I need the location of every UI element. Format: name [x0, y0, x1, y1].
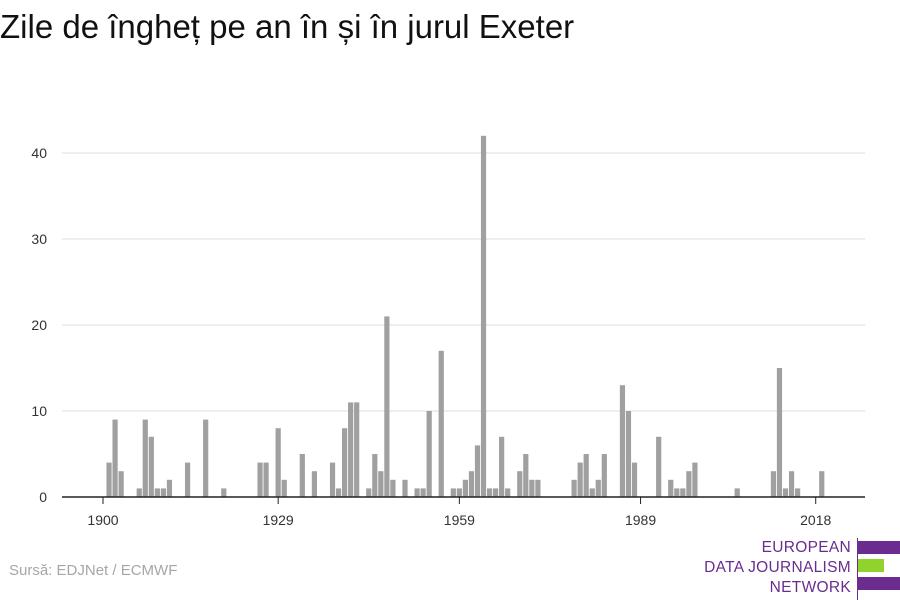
bar — [625, 411, 632, 497]
bar — [589, 488, 595, 497]
logo-line-2: DATA JOURNALISM — [704, 559, 851, 576]
bar — [571, 479, 577, 497]
bar — [450, 488, 456, 497]
y-tick-label: 30 — [31, 231, 47, 247]
bar — [770, 471, 777, 497]
bar — [184, 462, 191, 497]
bar — [402, 479, 408, 497]
bar — [275, 428, 281, 497]
x-tick-label: 1929 — [263, 512, 294, 528]
bar — [782, 488, 789, 497]
bar — [221, 488, 227, 497]
bar — [257, 462, 263, 497]
bar — [112, 419, 118, 497]
bar — [505, 488, 511, 497]
source-note: Sursă: EDJNet / ECMWF — [9, 562, 178, 579]
bar — [148, 436, 154, 497]
bar — [203, 419, 209, 497]
bar — [535, 479, 541, 497]
x-axis — [62, 496, 865, 504]
x-tick-label: 1959 — [444, 512, 475, 528]
bar — [414, 488, 420, 497]
bar — [668, 479, 674, 497]
bar — [426, 411, 432, 497]
bar — [299, 454, 305, 497]
bar — [601, 454, 607, 497]
bar — [420, 488, 426, 497]
bar — [456, 488, 462, 497]
bar — [776, 368, 783, 497]
gridlines — [62, 152, 865, 412]
bar — [517, 471, 523, 497]
bar — [160, 488, 166, 497]
bar — [166, 479, 173, 497]
bar — [311, 471, 317, 497]
bars — [106, 135, 825, 498]
bar — [474, 445, 481, 497]
x-tick-label: 2018 — [800, 512, 831, 528]
bar — [686, 471, 692, 497]
bar — [819, 471, 825, 497]
logo-bar-bottom — [858, 577, 900, 590]
bar — [692, 462, 698, 497]
bar — [136, 488, 142, 497]
bar — [499, 436, 505, 497]
bar — [486, 488, 493, 497]
edjnet-logo: EUROPEAN DATA JOURNALISM NETWORK — [700, 538, 900, 600]
x-tick-label: 1900 — [87, 512, 118, 528]
bar — [529, 479, 535, 497]
bar — [281, 479, 287, 497]
bar — [106, 462, 112, 497]
logo-line-3: NETWORK — [769, 579, 851, 596]
bar — [154, 488, 160, 497]
bar — [378, 471, 384, 497]
bar — [619, 385, 626, 497]
y-axis-tick-labels: 0 10 20 30 40 — [31, 145, 47, 505]
bar — [438, 350, 444, 497]
bar — [788, 471, 795, 497]
bar — [656, 436, 662, 497]
bar — [384, 316, 390, 497]
bar — [342, 428, 348, 497]
y-tick-label: 0 — [39, 489, 47, 505]
chart-title: Zile de îngheț pe an în și în jurul Exet… — [0, 8, 575, 45]
y-tick-label: 10 — [31, 403, 47, 419]
bar — [118, 471, 124, 497]
x-axis-tick-labels: 1900 1929 1959 1989 2018 — [87, 512, 831, 528]
logo-wordmark: EUROPEAN DATA JOURNALISM NETWORK — [704, 538, 851, 598]
bar — [468, 471, 475, 497]
y-tick-label: 20 — [31, 317, 47, 333]
bar — [348, 402, 354, 497]
bar — [493, 488, 499, 497]
y-tick-label: 40 — [31, 145, 47, 161]
bar — [366, 488, 372, 497]
bar — [372, 454, 378, 497]
logo-divider — [857, 538, 858, 600]
logo-bar-top — [858, 541, 900, 554]
bar — [595, 479, 601, 497]
bar — [523, 454, 529, 497]
bar — [390, 479, 396, 497]
bar — [631, 462, 638, 497]
bar — [335, 488, 342, 497]
bar — [577, 462, 583, 497]
bar — [734, 488, 740, 497]
bar — [680, 488, 686, 497]
bar — [462, 479, 468, 497]
bar — [263, 462, 269, 497]
bar — [329, 462, 336, 497]
logo-line-1: EUROPEAN — [761, 539, 851, 556]
bar — [795, 488, 801, 497]
x-tick-label: 1989 — [625, 512, 656, 528]
bar — [674, 488, 680, 497]
bar — [142, 419, 148, 497]
bar — [354, 402, 360, 497]
logo-bar-middle — [858, 559, 884, 572]
bar — [480, 135, 487, 498]
bar — [583, 454, 589, 497]
